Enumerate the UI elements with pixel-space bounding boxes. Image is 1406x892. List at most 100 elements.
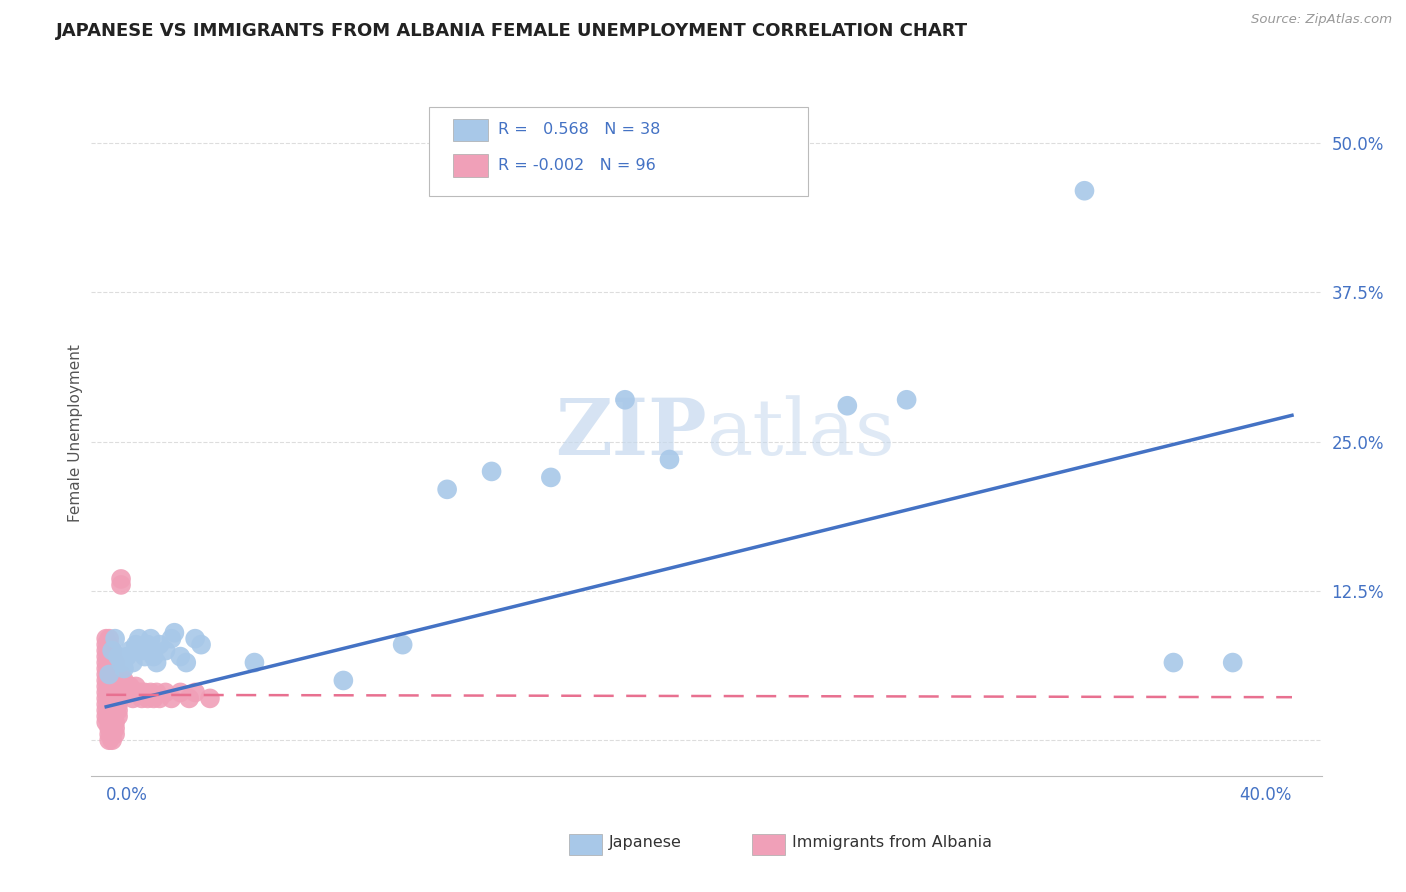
Point	[98, 673, 121, 688]
Point	[110, 578, 132, 592]
Point	[112, 661, 135, 675]
Point	[101, 667, 124, 681]
Point	[540, 470, 562, 484]
Point	[1163, 656, 1185, 670]
Point	[169, 649, 191, 664]
Point	[96, 698, 118, 712]
Point	[112, 685, 135, 699]
Point	[96, 667, 118, 681]
Point	[96, 691, 118, 706]
Point	[145, 656, 167, 670]
Point	[122, 656, 145, 670]
Point	[96, 680, 118, 694]
Point	[184, 632, 207, 646]
Point	[118, 680, 141, 694]
Point	[436, 483, 458, 497]
Point	[104, 685, 127, 699]
Point	[139, 632, 162, 646]
Point	[190, 638, 212, 652]
Point	[96, 685, 118, 699]
Point	[98, 727, 121, 741]
Point	[101, 661, 124, 675]
Point	[134, 649, 156, 664]
Point	[98, 632, 121, 646]
Point	[148, 638, 170, 652]
Point	[98, 715, 121, 730]
Point	[110, 673, 132, 688]
Point	[107, 698, 129, 712]
Point	[107, 673, 129, 688]
Point	[101, 703, 124, 717]
Point	[104, 698, 127, 712]
Point	[896, 392, 918, 407]
Point	[101, 656, 124, 670]
Point	[837, 399, 859, 413]
Point	[614, 392, 637, 407]
Point	[98, 661, 121, 675]
Point	[101, 673, 124, 688]
Point	[136, 638, 159, 652]
Point	[658, 452, 681, 467]
Point	[104, 632, 127, 646]
Point	[112, 680, 135, 694]
Text: atlas: atlas	[706, 395, 896, 470]
Point	[101, 721, 124, 735]
Point	[125, 680, 148, 694]
Point	[128, 685, 150, 699]
Text: Japanese: Japanese	[609, 836, 682, 850]
Point	[101, 643, 124, 657]
Y-axis label: Female Unemployment: Female Unemployment	[67, 343, 83, 522]
Point	[96, 649, 118, 664]
Point	[131, 691, 153, 706]
Point	[96, 661, 118, 675]
Text: R = -0.002   N = 96: R = -0.002 N = 96	[498, 158, 655, 172]
Point	[160, 632, 183, 646]
Text: JAPANESE VS IMMIGRANTS FROM ALBANIA FEMALE UNEMPLOYMENT CORRELATION CHART: JAPANESE VS IMMIGRANTS FROM ALBANIA FEMA…	[56, 22, 969, 40]
Point	[104, 667, 127, 681]
Point	[142, 649, 165, 664]
Point	[98, 691, 121, 706]
Point	[107, 680, 129, 694]
Point	[107, 667, 129, 681]
Point	[122, 685, 145, 699]
Point	[101, 727, 124, 741]
Point	[98, 721, 121, 735]
Point	[104, 691, 127, 706]
Point	[125, 638, 148, 652]
Point	[98, 649, 121, 664]
Point	[98, 667, 121, 681]
Point	[110, 685, 132, 699]
Point	[391, 638, 413, 652]
Point	[112, 673, 135, 688]
Point	[1222, 656, 1244, 670]
Point	[139, 685, 162, 699]
Point	[145, 685, 167, 699]
Point	[110, 667, 132, 681]
Point	[148, 691, 170, 706]
Point	[110, 680, 132, 694]
Point	[101, 643, 124, 657]
Point	[101, 709, 124, 723]
Point	[104, 680, 127, 694]
Point	[96, 638, 118, 652]
Point	[104, 721, 127, 735]
Point	[160, 691, 183, 706]
Point	[128, 632, 150, 646]
Point	[101, 680, 124, 694]
Point	[174, 656, 197, 670]
Point	[101, 685, 124, 699]
Point	[104, 715, 127, 730]
Point	[107, 691, 129, 706]
Point	[101, 649, 124, 664]
Point	[107, 709, 129, 723]
Point	[98, 709, 121, 723]
Point	[104, 656, 127, 670]
Point	[98, 656, 121, 670]
Point	[136, 691, 159, 706]
Point	[169, 685, 191, 699]
Point	[96, 703, 118, 717]
Point	[96, 715, 118, 730]
Point	[101, 733, 124, 747]
Point	[122, 691, 145, 706]
Point	[198, 691, 221, 706]
